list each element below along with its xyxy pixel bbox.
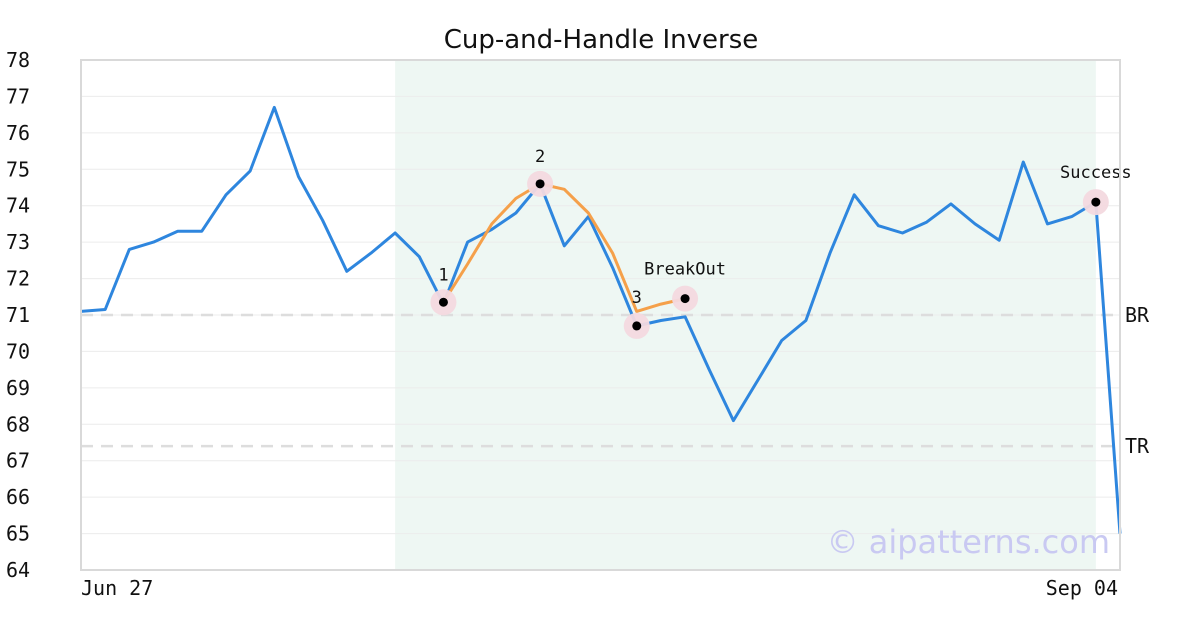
plot-frame (80, 59, 1121, 571)
marker-dot (680, 294, 690, 304)
y-tick-label: 73 (6, 230, 30, 254)
reference-label-tr: TR (1125, 434, 1150, 458)
y-tick-label: 72 (6, 267, 30, 291)
y-tick-label: 74 (6, 194, 30, 218)
y-tick-label: 68 (6, 412, 30, 436)
price-line (80, 105, 1122, 534)
chart-title: Cup-and-Handle Inverse (444, 25, 759, 55)
marker-dot (632, 321, 642, 331)
marker-label: 1 (438, 265, 448, 285)
y-tick-label: 75 (6, 157, 30, 181)
marker-label: BreakOut (644, 260, 726, 280)
y-tick-label: 78 (6, 48, 30, 72)
marker-label: 2 (535, 147, 545, 167)
x-tick-label: Jun 27 (81, 576, 153, 600)
marker-dot (535, 179, 545, 189)
marker-dot (438, 297, 448, 307)
watermark: © aipatterns.com (827, 523, 1110, 561)
marker-label: 3 (632, 288, 642, 308)
y-tick-label: 64 (6, 558, 30, 582)
y-tick-label: 76 (6, 121, 30, 145)
y-tick-label: 67 (6, 449, 30, 473)
y-tick-label: 66 (6, 485, 30, 509)
y-tick-label: 77 (6, 84, 30, 108)
marker-dot (1091, 197, 1101, 207)
y-tick-label: 70 (6, 339, 30, 363)
y-tick-label: 71 (6, 303, 30, 327)
reference-label-br: BR (1125, 303, 1150, 327)
y-tick-label: 65 (6, 522, 30, 546)
marker-label: Success (1060, 163, 1132, 183)
y-tick-label: 69 (6, 376, 30, 400)
x-tick-label: Sep 04 (1046, 576, 1118, 600)
pattern-line (442, 182, 686, 313)
